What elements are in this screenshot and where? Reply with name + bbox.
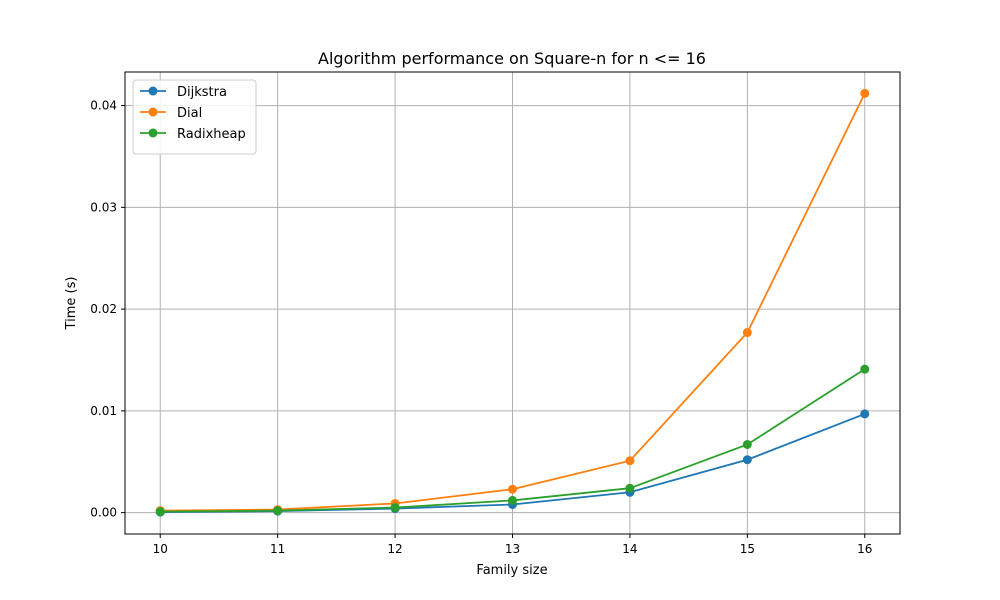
y-tick-label: 0.00 — [90, 506, 117, 520]
data-point-radixheap — [625, 483, 635, 493]
x-tick-label: 12 — [387, 542, 402, 556]
axis-ticks: 10 11 12 13 14 15 16 0.00 0.01 0.02 0.03 0.04 — [90, 99, 872, 556]
legend-label-dial: Dial — [177, 106, 202, 121]
data-point-radixheap — [390, 503, 400, 513]
series-radixheap — [155, 364, 870, 517]
data-point-dial — [625, 456, 635, 466]
y-tick-label: 0.03 — [90, 200, 117, 214]
x-axis-label: Family size — [476, 563, 547, 578]
data-point-radixheap — [860, 364, 870, 374]
data-point-dial — [860, 88, 870, 98]
legend-item-radixheap: Radixheap — [140, 127, 246, 142]
grid — [125, 72, 900, 534]
x-tick-label: 10 — [153, 542, 168, 556]
legend-item-dijkstra: Dijkstra — [140, 85, 227, 100]
x-tick-label: 13 — [505, 542, 520, 556]
data-point-dijkstra — [860, 409, 870, 419]
y-tick-label: 0.01 — [90, 404, 117, 418]
data-point-radixheap — [273, 506, 283, 516]
y-axis-label: Time (s) — [64, 277, 79, 331]
legend: Dijkstra Dial Radixheap — [132, 79, 257, 155]
data-point-radixheap — [742, 439, 752, 449]
legend-box — [132, 79, 257, 155]
data-point-dijkstra — [742, 455, 752, 465]
legend-item-dial: Dial — [140, 106, 202, 121]
x-tick-label: 16 — [857, 542, 872, 556]
y-tick-label: 0.02 — [90, 302, 117, 316]
legend-marker-dijkstra — [148, 86, 158, 96]
x-tick-label: 11 — [270, 542, 285, 556]
legend-marker-radixheap — [148, 128, 158, 138]
legend-label-dijkstra: Dijkstra — [177, 85, 227, 100]
x-tick-label: 14 — [622, 542, 637, 556]
data-point-radixheap — [508, 495, 517, 505]
series-layer — [155, 88, 870, 517]
x-tick-label: 15 — [740, 542, 755, 556]
y-tick-label: 0.04 — [90, 99, 117, 113]
data-point-dial — [508, 484, 517, 494]
chart-title: Algorithm performance on Square-n for n … — [318, 49, 706, 68]
data-point-dial — [742, 328, 752, 338]
legend-marker-dial — [148, 107, 158, 117]
legend-label-radixheap: Radixheap — [177, 127, 246, 142]
data-point-radixheap — [155, 507, 165, 517]
